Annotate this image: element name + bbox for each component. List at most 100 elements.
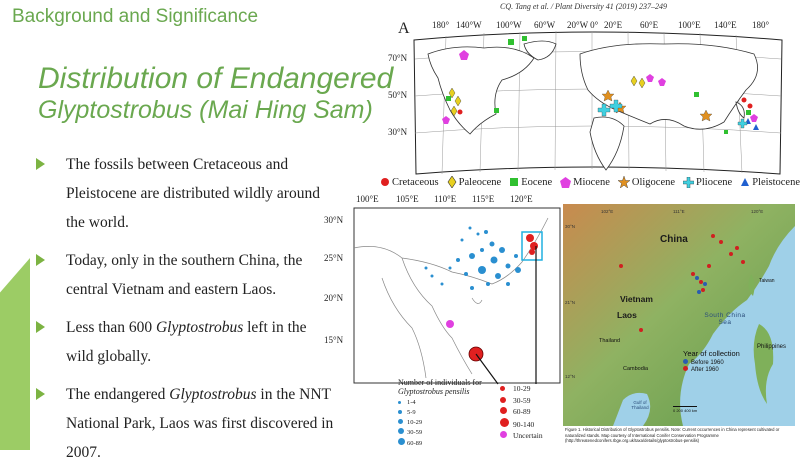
china-distribution-map: 100°E 105°E 110°E 115°E 120°E 30°N 25°N … [324, 194, 561, 385]
bullet-arrow-icon [36, 321, 45, 333]
miocene-marker [658, 78, 666, 86]
population-dot-red [529, 249, 535, 255]
svg-text:120°E: 120°E [510, 194, 533, 204]
svg-text:30°N: 30°N [324, 215, 344, 225]
diamond-icon [447, 176, 457, 188]
slide-title-line2: Glyptostrobus (Mai Hing Sam) [38, 95, 373, 124]
eocene-marker [494, 108, 499, 113]
label-gulf: Gulf of Thailand [631, 400, 649, 410]
pleistocene-marker [753, 124, 759, 130]
before-1960-icon [683, 359, 688, 364]
china-coastline [353, 217, 549, 379]
eocene-marker [508, 39, 514, 45]
svg-text:105°E: 105°E [396, 194, 419, 204]
figure-citation: CQ. Tang et al. / Plant Diversity 41 (20… [500, 2, 668, 11]
label-cambodia: Cambodia [623, 366, 649, 372]
label-vietnam: Vietnam [620, 294, 653, 304]
philippines-islands [753, 324, 774, 404]
circle-icon [381, 178, 389, 186]
china-map-frame [353, 207, 561, 384]
miocene-marker [750, 114, 758, 122]
world-map: 180° 140°W 100°W 60°W 20°W 0° 20°E 60°E … [388, 20, 783, 175]
pliocene-marker [737, 118, 748, 129]
scale-bar: 0 200 400 km [673, 406, 698, 413]
uncertain-dot [446, 320, 454, 328]
svg-text:60°E: 60°E [640, 20, 659, 30]
legend-item-paleocene: Paleocene [447, 176, 501, 188]
eocene-marker [746, 110, 751, 115]
china-lat-labels: 30°N 25°N 20°N 15°N [324, 215, 344, 345]
svg-text:25°N: 25°N [324, 253, 344, 263]
label-lon111: 111°E [673, 209, 685, 214]
svg-text:60°W: 60°W [534, 20, 556, 30]
slide-title: Distribution of Endangered Glyptostrobus… [38, 62, 393, 124]
cretaceous-marker [457, 109, 463, 115]
legend-item-eocene: Eocene [509, 177, 552, 188]
svg-text:180°: 180° [752, 20, 770, 30]
size-legend: Number of individuals for Glyptostrobus … [398, 378, 482, 449]
legend-item-oligocene: Oligocene [617, 176, 675, 188]
svg-text:50°N: 50°N [388, 90, 408, 100]
population-dot-red [530, 242, 538, 250]
legend-item-pleistocene: Pleistocene [740, 177, 800, 188]
legend-item-miocene: Miocene [560, 176, 610, 188]
pliocene-marker [609, 99, 623, 113]
paleocene-marker [638, 77, 646, 89]
svg-text:20°W 0°: 20°W 0° [567, 20, 599, 30]
pointer-line [475, 353, 499, 385]
triangle-icon [741, 178, 750, 186]
label-taiwan: Taiwan [759, 278, 775, 284]
svg-text:70°N: 70°N [388, 53, 408, 63]
china-lon-labels: 100°E 105°E 110°E 115°E 120°E [356, 194, 533, 204]
label-lon102: 102°E [601, 209, 614, 214]
decorative-accent [0, 258, 30, 450]
svg-text:20°E: 20°E [604, 20, 623, 30]
svg-text:100°E: 100°E [678, 20, 701, 30]
svg-text:140°E: 140°E [714, 20, 737, 30]
label-lat30: 30°N [565, 224, 576, 229]
paleocene-marker [448, 87, 456, 99]
svg-text:140°W: 140°W [456, 20, 482, 30]
cretaceous-marker [741, 97, 747, 103]
label-lat12: 12°N [565, 374, 576, 379]
label-china: China [660, 234, 688, 245]
pentagon-icon [560, 176, 572, 188]
star-icon [617, 176, 630, 188]
highlight-box [521, 231, 543, 261]
fossil-legend: Cretaceous Paleocene Eocene Miocene Olig… [380, 176, 800, 188]
square-icon [510, 178, 519, 186]
paleocene-marker [630, 75, 638, 87]
svg-text:180°: 180° [432, 20, 450, 30]
bullet-arrow-icon [36, 254, 45, 266]
miocene-marker [442, 116, 450, 124]
terrain-map: China 102°E 111°E 120°E 30°N 21°N 12°N V… [563, 204, 795, 426]
size-legend-blue: 1-4 5-9 10-29 30-59 60-89 [398, 398, 422, 449]
world-lat-labels: 70°N 50°N 30°N [388, 53, 408, 137]
size-legend-red: 10-29 30-59 60-89 90-140 Uncertain [500, 383, 543, 442]
paleocene-marker [454, 95, 462, 107]
gulf-area [613, 392, 651, 426]
svg-text:15°N: 15°N [324, 335, 344, 345]
pliocene-marker [597, 103, 611, 117]
bullet-item: Today, only in the southern China, the c… [36, 246, 336, 304]
bullet-item: Less than 600 Glyptostrobus left in the … [36, 313, 336, 371]
fossil-markers [442, 36, 759, 134]
eocene-marker [522, 36, 527, 41]
bullet-arrow-icon [36, 158, 45, 170]
world-lon-labels: 180° 140°W 100°W 60°W 20°W 0° 20°E 60°E … [432, 20, 770, 30]
bullet-item: The endangered Glyptostrobus in the NNT … [36, 380, 336, 467]
population-dot-red [526, 234, 534, 242]
eocene-marker [724, 130, 728, 134]
cross-icon [683, 176, 695, 188]
after-1960-points [619, 234, 745, 332]
label-thailand: Thailand [599, 338, 621, 344]
legend-item-pliocene: Pliocene [683, 176, 732, 188]
terrain-map-graphic [563, 204, 795, 426]
cretaceous-marker [747, 103, 753, 109]
miocene-marker [646, 74, 654, 82]
svg-text:30°N: 30°N [388, 127, 408, 137]
eocene-marker [446, 96, 451, 101]
oligocene-marker [601, 89, 615, 102]
figure-caption: Figure 1. Historical Distribution of Gly… [565, 427, 780, 444]
panel-a-letter: A [398, 20, 410, 37]
